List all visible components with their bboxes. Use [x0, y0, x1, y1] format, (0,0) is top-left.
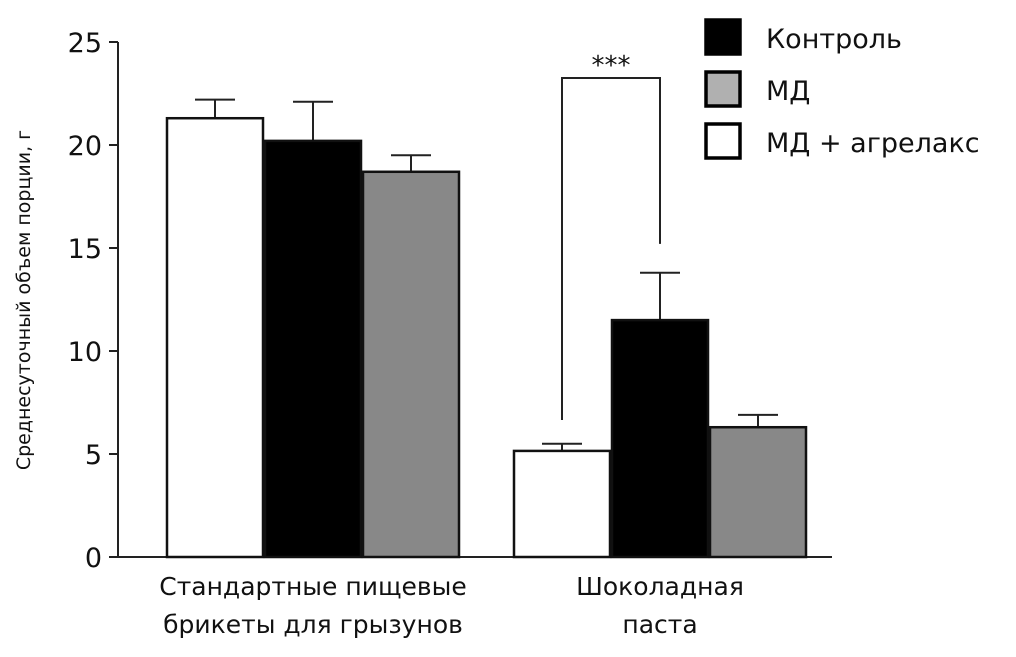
legend: Контроль МД МД + агрелакс [704, 18, 980, 160]
y-tick-label: 10 [68, 337, 102, 368]
legend-swatch [704, 70, 742, 108]
y-tick-label: 0 [85, 543, 102, 574]
x-tick-label: паста [622, 610, 697, 639]
y-tick-label: 15 [68, 234, 102, 265]
legend-swatch [704, 122, 742, 160]
legend-label: Контроль [766, 24, 902, 55]
bar [512, 449, 612, 559]
legend-label: МД [766, 76, 810, 107]
x-tick-label: Стандартные пищевые [159, 572, 467, 601]
annotations: *** [561, 51, 661, 421]
legend-label: МД + агрелакс [766, 128, 980, 159]
x-tick-label: брикеты для грызунов [163, 610, 463, 639]
bar [165, 116, 265, 559]
bars [165, 98, 808, 559]
x-tick-label: Шоколадная [576, 572, 744, 601]
y-tick-label: 20 [68, 131, 102, 162]
legend-swatch [704, 18, 742, 56]
bar [361, 170, 461, 559]
y-tick-label: 5 [85, 440, 102, 471]
bar [708, 425, 808, 559]
bar [263, 139, 363, 559]
bar [610, 318, 710, 559]
y-tick-label: 25 [68, 28, 102, 59]
significance-bracket [561, 77, 661, 421]
significance-label: *** [592, 51, 631, 81]
axes: 0 5 10 15 20 25 Стандартные пищевые брикеты для… [68, 28, 832, 639]
y-axis-label: Среднесуточный объем порции, г [13, 130, 35, 470]
